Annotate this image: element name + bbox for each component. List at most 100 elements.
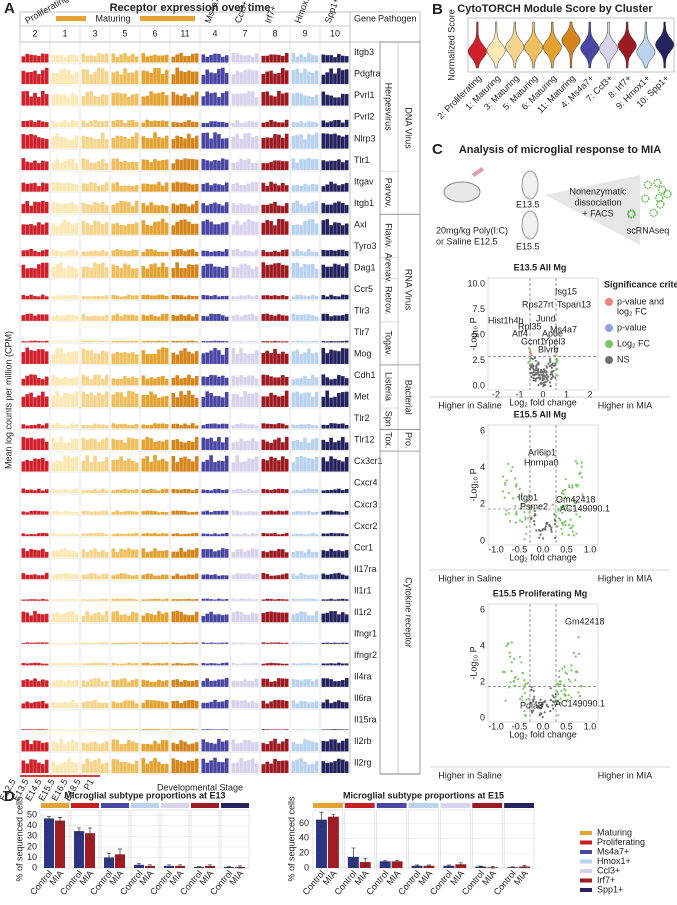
expression-bar (51, 533, 56, 537)
expression-bar (247, 534, 251, 537)
expression-bar (231, 462, 236, 472)
expression-bar (314, 391, 319, 407)
expression-bar (337, 97, 341, 106)
expression-bar (134, 462, 139, 472)
expression-bar (329, 204, 333, 214)
expression-bar (247, 219, 251, 235)
y-axis-label: Mean log counts per million (CPM) (3, 331, 13, 469)
expression-bar (89, 761, 93, 773)
expression-bar (224, 510, 229, 515)
expression-bar (41, 90, 45, 106)
expression-bar (141, 314, 146, 321)
facet-frame (220, 809, 250, 869)
error-bar (148, 864, 152, 868)
expression-bar (213, 202, 217, 214)
expression-bar (284, 133, 289, 149)
expression-bar (239, 758, 243, 773)
expression-bar (171, 599, 176, 601)
expression-bar (224, 91, 229, 106)
expression-bar (344, 738, 349, 752)
expression-bar (33, 740, 37, 752)
expression-bar (25, 268, 29, 278)
expression-bar (281, 122, 285, 128)
expression-bar (295, 663, 299, 666)
expression-bar (303, 122, 307, 128)
expression-bar (221, 158, 225, 171)
cluster-number: 2 (32, 28, 37, 38)
expression-bar (273, 550, 277, 558)
expression-bar (63, 547, 67, 558)
direction-right: Higher in MIA (598, 400, 653, 410)
expression-bar (191, 760, 195, 773)
expression-bar (41, 548, 45, 558)
expression-bar (29, 489, 33, 494)
expression-bar (134, 268, 139, 278)
expression-bar (171, 729, 176, 730)
expression-bar (201, 425, 206, 429)
expression-bar (243, 423, 247, 429)
expression-bar (149, 461, 153, 472)
expression-bar (59, 461, 63, 472)
expression-bar (74, 613, 79, 623)
expression-bar (21, 120, 26, 128)
expression-bar (221, 375, 225, 386)
expression-bar (299, 340, 303, 343)
expression-bar (303, 263, 307, 278)
expression-bar (131, 611, 135, 623)
expression-bar (97, 461, 101, 472)
expression-bar (265, 251, 269, 257)
expression-bar (145, 119, 149, 128)
expression-bar (141, 70, 146, 85)
expression-bar (281, 612, 285, 623)
expression-bar (104, 139, 109, 149)
expression-bar (131, 741, 135, 752)
volcano-point (534, 371, 537, 375)
expression-bar (21, 729, 26, 730)
expression-bar (191, 680, 195, 687)
expression-bar (161, 218, 165, 235)
expression-bar (71, 314, 75, 321)
y-tick-label: 0.0 (472, 380, 485, 390)
expression-bar (71, 74, 75, 85)
expression-bar (261, 137, 266, 149)
expression-bar (145, 159, 149, 171)
expression-bar (25, 425, 29, 429)
expression-bar (341, 376, 345, 386)
cluster-number: 3 (92, 28, 97, 38)
expression-bar (33, 340, 37, 343)
expression-bar (97, 251, 101, 257)
expression-bar (341, 436, 345, 451)
expression-bar (344, 348, 349, 364)
expression-bar (175, 610, 179, 623)
expression-bar (307, 133, 311, 149)
expression-bar (303, 95, 307, 106)
expression-bar (157, 349, 161, 364)
expression-bar (303, 642, 307, 644)
expression-bar (329, 95, 333, 106)
expression-bar (277, 575, 281, 580)
expression-bar (291, 462, 296, 472)
expression-bar (191, 223, 195, 235)
expression-bar (269, 598, 273, 601)
expression-bar (55, 742, 59, 752)
expression-bar (239, 598, 243, 601)
volcano-point (522, 687, 525, 690)
expression-bar (123, 743, 127, 752)
cluster-number: 6 (152, 28, 157, 38)
expression-bar (101, 461, 105, 472)
expression-bar (115, 533, 119, 537)
expression-bar (145, 183, 149, 192)
expression-bar (89, 615, 93, 623)
volcano-point (564, 478, 567, 481)
expression-bar (217, 510, 221, 515)
expression-bar (29, 759, 33, 773)
expression-bar (63, 218, 67, 235)
expression-bar (71, 92, 75, 106)
expression-bar (265, 573, 269, 580)
expression-bar (74, 340, 79, 343)
expression-bar (269, 642, 273, 644)
expression-bar (231, 642, 236, 644)
expression-bar (119, 744, 123, 752)
expression-bar (291, 511, 296, 515)
expression-bar (119, 512, 123, 515)
